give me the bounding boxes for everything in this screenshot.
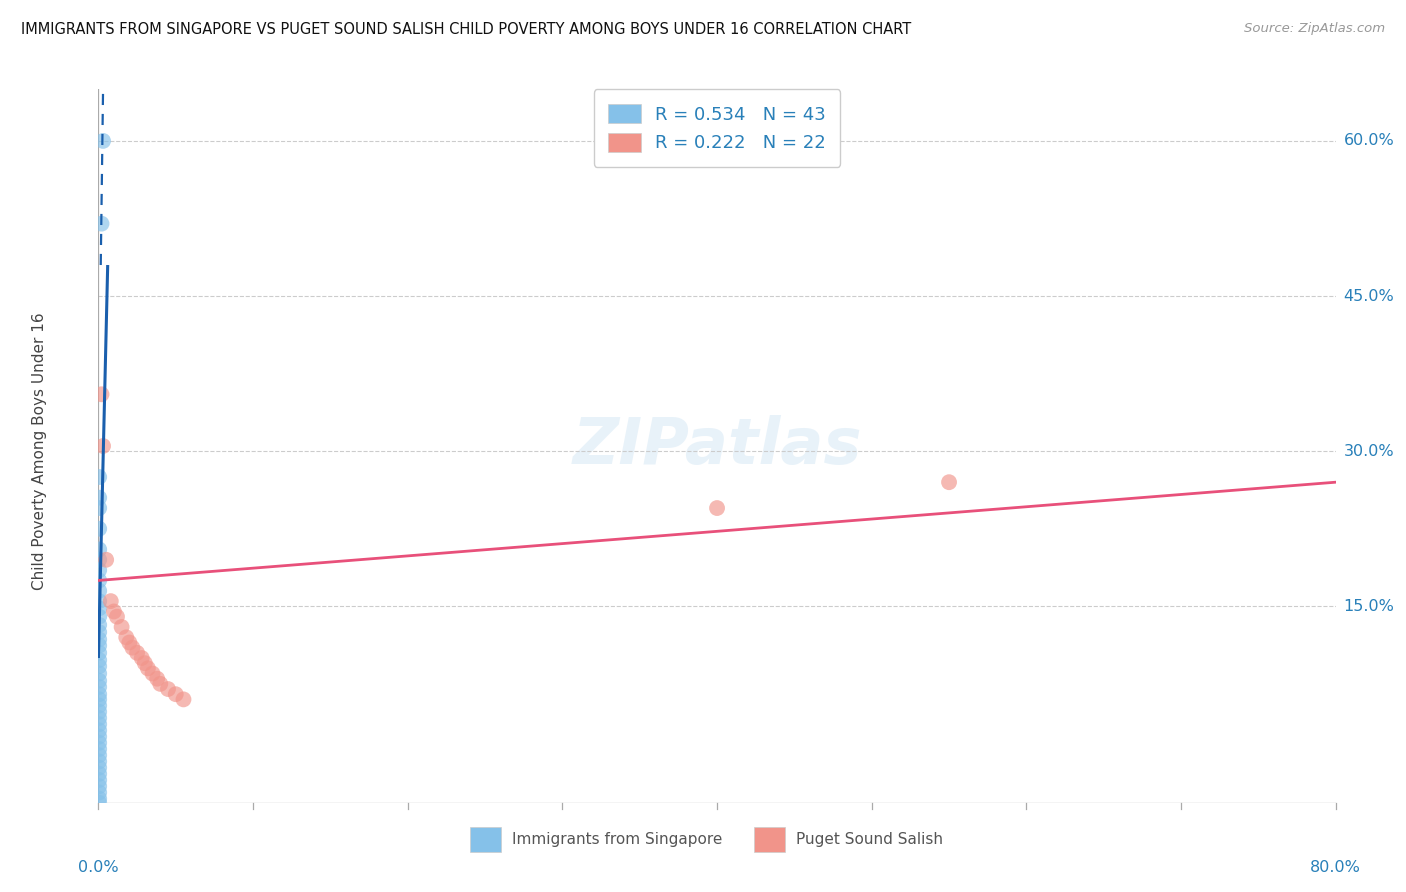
Point <box>100 594 122 608</box>
Point <box>89 761 111 775</box>
Point <box>89 736 111 750</box>
Text: 30.0%: 30.0% <box>1344 443 1395 458</box>
Point <box>89 680 111 694</box>
Text: 80.0%: 80.0% <box>1310 860 1361 875</box>
Text: Source: ZipAtlas.com: Source: ZipAtlas.com <box>1244 22 1385 36</box>
Point <box>89 748 111 763</box>
Point <box>115 630 138 644</box>
Point <box>89 491 111 505</box>
Point <box>89 553 111 567</box>
Point <box>89 772 111 787</box>
Point <box>89 583 111 598</box>
Point <box>89 692 111 706</box>
Point <box>89 742 111 756</box>
Point <box>131 651 153 665</box>
Text: 15.0%: 15.0% <box>1344 599 1395 614</box>
Point <box>89 574 111 588</box>
Point <box>89 659 111 673</box>
Point <box>136 661 159 675</box>
Point <box>89 563 111 577</box>
Point <box>121 640 143 655</box>
Point <box>90 217 112 231</box>
Point <box>89 785 111 799</box>
Text: 0.0%: 0.0% <box>79 860 118 875</box>
Point <box>89 717 111 731</box>
Point <box>89 673 111 688</box>
Point <box>105 609 128 624</box>
Point <box>111 620 132 634</box>
Point <box>89 618 111 632</box>
Point <box>89 609 111 624</box>
Point <box>89 767 111 781</box>
Point <box>89 705 111 719</box>
Text: Immigrants from Singapore: Immigrants from Singapore <box>512 832 723 847</box>
Point <box>706 501 728 516</box>
Point <box>938 475 960 490</box>
Point <box>157 681 180 696</box>
Point <box>89 646 111 660</box>
Point <box>149 677 172 691</box>
Point <box>127 646 149 660</box>
Text: ZIPatlas: ZIPatlas <box>572 415 862 477</box>
Point <box>89 632 111 647</box>
Point <box>89 723 111 738</box>
Point <box>91 134 114 148</box>
Point <box>172 692 194 706</box>
Point <box>89 625 111 640</box>
Point <box>89 653 111 667</box>
Text: Puget Sound Salish: Puget Sound Salish <box>796 832 943 847</box>
Text: Child Poverty Among Boys Under 16: Child Poverty Among Boys Under 16 <box>32 312 48 590</box>
Point <box>89 601 111 615</box>
Point <box>118 635 141 649</box>
Point <box>103 605 125 619</box>
Point <box>91 439 114 453</box>
Point <box>89 522 111 536</box>
Point <box>89 666 111 681</box>
Point <box>146 672 169 686</box>
Point <box>89 779 111 793</box>
Point <box>141 666 165 681</box>
Point <box>89 501 111 516</box>
Point <box>89 470 111 484</box>
Point <box>89 698 111 713</box>
Legend: R = 0.534   N = 43, R = 0.222   N = 22: R = 0.534 N = 43, R = 0.222 N = 22 <box>593 89 841 167</box>
Point <box>165 687 187 701</box>
Text: 60.0%: 60.0% <box>1344 134 1395 148</box>
Point <box>89 730 111 744</box>
Point <box>96 553 118 567</box>
Text: 45.0%: 45.0% <box>1344 288 1395 303</box>
Point <box>89 687 111 701</box>
Point <box>89 796 111 810</box>
Point <box>89 791 111 805</box>
Text: IMMIGRANTS FROM SINGAPORE VS PUGET SOUND SALISH CHILD POVERTY AMONG BOYS UNDER 1: IMMIGRANTS FROM SINGAPORE VS PUGET SOUND… <box>21 22 911 37</box>
Point <box>89 542 111 557</box>
Point <box>89 755 111 769</box>
Point <box>134 656 156 670</box>
Point <box>89 639 111 653</box>
Point <box>89 711 111 725</box>
Point <box>90 387 112 401</box>
Point <box>89 594 111 608</box>
